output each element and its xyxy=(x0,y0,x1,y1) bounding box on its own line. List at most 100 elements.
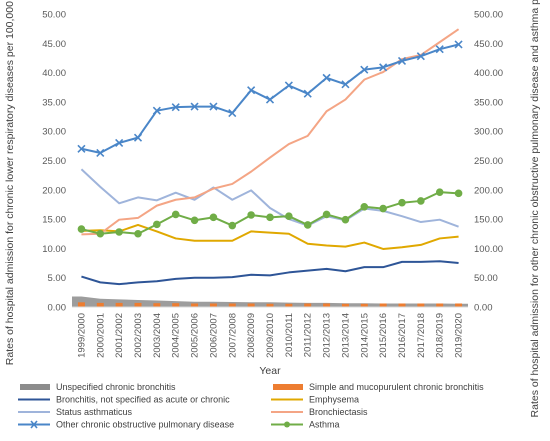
x-tick-label: 2004/2005 xyxy=(171,313,182,358)
left-tick-label: 30.00 xyxy=(42,127,66,138)
point-asthma xyxy=(398,198,406,207)
right-tick-label: 150.00 xyxy=(474,215,503,226)
point-other-chronic-obstructive-pulmonary-disease xyxy=(265,95,275,104)
legend-label: Emphysema xyxy=(309,395,359,405)
x-tick-label: 1999/2000 xyxy=(76,313,87,358)
x-tick-label: 2010/2011 xyxy=(284,313,295,357)
right-tick-label: 350.00 xyxy=(474,97,503,108)
right-tick-label: 500.00 xyxy=(474,10,503,21)
x-tick-label: 2011/2012 xyxy=(303,313,314,357)
point-asthma xyxy=(153,220,161,229)
point-other-chronic-obstructive-pulmonary-disease xyxy=(435,45,444,54)
x-tick-label: 2012/2013 xyxy=(322,313,333,358)
legend-item-unspecified-chronic-bronchitis: Unspecified chronic bronchitis xyxy=(20,382,176,392)
left-tick-label: 50.00 xyxy=(42,10,66,21)
bar-simple-mucopurulent xyxy=(115,302,123,307)
right-tick-label: 450.00 xyxy=(474,39,503,50)
point-asthma xyxy=(209,213,218,222)
right-tick-label: 300.00 xyxy=(474,127,503,138)
point-other-chronic-obstructive-pulmonary-disease xyxy=(303,89,312,98)
line-bronchitis-not-specified-as-acute-or-chronic xyxy=(81,260,459,286)
left-tick-label: 15.00 xyxy=(42,215,66,226)
x-tick-label: 2015/2016 xyxy=(378,313,389,358)
point-other-chronic-obstructive-pulmonary-disease xyxy=(416,52,425,61)
bar-simple-mucopurulent xyxy=(172,303,180,307)
left-tick-label: 10.00 xyxy=(42,244,66,255)
point-other-chronic-obstructive-pulmonary-disease xyxy=(247,86,256,95)
right-tick-label: 200.00 xyxy=(474,185,503,196)
legend-label: Unspecified chronic bronchitis xyxy=(56,382,176,392)
bar-simple-mucopurulent xyxy=(436,303,444,307)
x-tick-label: 2000/2001 xyxy=(95,313,106,358)
point-asthma xyxy=(77,225,86,233)
line-emphysema xyxy=(81,223,459,250)
bar-simple-mucopurulent xyxy=(341,303,349,307)
point-asthma xyxy=(115,228,123,236)
line-status-asthmaticus xyxy=(80,168,459,228)
point-other-chronic-obstructive-pulmonary-disease xyxy=(397,56,407,65)
point-other-chronic-obstructive-pulmonary-disease xyxy=(190,102,199,111)
left-tick-label: 45.00 xyxy=(42,39,66,50)
bar-simple-mucopurulent xyxy=(153,303,161,307)
point-other-chronic-obstructive-pulmonary-disease xyxy=(379,63,388,72)
x-tick-label: 2014/2015 xyxy=(359,313,370,358)
left-tick-label: 40.00 xyxy=(42,68,66,79)
point-other-chronic-obstructive-pulmonary-disease xyxy=(454,40,463,49)
point-asthma xyxy=(417,197,425,205)
x-axis-title: Year xyxy=(259,365,281,377)
point-other-chronic-obstructive-pulmonary-disease xyxy=(171,103,180,112)
bar-simple-mucopurulent xyxy=(228,303,236,307)
right-tick-label: 50.00 xyxy=(474,273,498,284)
bar-simple-mucopurulent xyxy=(304,303,312,307)
x-tick-label: 2016/2017 xyxy=(397,313,408,358)
point-asthma xyxy=(435,188,444,196)
left-tick-label: 5.00 xyxy=(48,273,67,284)
point-other-chronic-obstructive-pulmonary-disease xyxy=(284,81,293,90)
left-axis: 0.00 5.00 10.00 15.00 20.00 25.00 30.00 35.00 40… xyxy=(42,10,66,314)
legend-item-bronchiectasis: Bronchiectasis xyxy=(271,407,368,417)
bar-simple-mucopurulent xyxy=(77,302,85,307)
left-tick-label: 0.00 xyxy=(48,303,67,314)
bar-simple-mucopurulent xyxy=(266,303,274,307)
legend-item-simple-and-mucopurulent-chronic-bronchitis: Simple and mucopurulent chronic bronchit… xyxy=(273,382,484,392)
point-other-chronic-obstructive-pulmonary-disease xyxy=(77,144,86,153)
area-unspecified-chronic-bronchitis xyxy=(72,296,468,307)
point-asthma xyxy=(341,215,350,224)
x-tick-label: 2009/2010 xyxy=(265,313,276,358)
x-tick-label: 2019/2020 xyxy=(454,313,465,358)
point-asthma xyxy=(96,229,105,238)
x-tick-label: 2017/2018 xyxy=(416,313,427,358)
x-tick-label: 2005/2006 xyxy=(190,313,201,358)
bar-simple-mucopurulent xyxy=(247,303,255,307)
point-other-chronic-obstructive-pulmonary-disease xyxy=(133,133,143,142)
point-asthma xyxy=(285,212,293,220)
point-other-chronic-obstructive-pulmonary-disease xyxy=(322,73,331,82)
point-asthma xyxy=(228,221,237,230)
right-axis-title: Rates of hospital admission for other ch… xyxy=(529,0,541,417)
point-other-chronic-obstructive-pulmonary-disease xyxy=(152,106,161,115)
left-tick-label: 35.00 xyxy=(42,97,66,108)
legend-item-bronchitis-not-specified-as-acute-or-chronic: Bronchitis, not specified as acute or ch… xyxy=(18,395,230,405)
bar-simple-mucopurulent xyxy=(285,303,293,307)
legend-label: Asthma xyxy=(309,420,340,430)
legend-label: Bronchitis, not specified as acute or ch… xyxy=(56,395,230,405)
bar-simple-mucopurulent xyxy=(455,303,463,307)
legend-item-emphysema: Emphysema xyxy=(271,395,359,405)
bar-simple-mucopurulent xyxy=(360,303,368,307)
x-tick-label: 2001/2002 xyxy=(114,313,125,358)
point-asthma xyxy=(379,204,387,213)
x-tick-label: 2003/2004 xyxy=(152,313,163,358)
bar-simple-mucopurulent xyxy=(134,302,142,307)
x-tick-label: 2007/2008 xyxy=(227,313,238,358)
point-asthma xyxy=(303,221,312,229)
bar-simple-mucopurulent xyxy=(209,303,217,307)
bar-simple-mucopurulent xyxy=(417,303,425,307)
right-tick-label: 400.00 xyxy=(474,68,503,79)
point-other-chronic-obstructive-pulmonary-disease xyxy=(341,80,350,89)
point-other-chronic-obstructive-pulmonary-disease xyxy=(96,148,105,157)
point-asthma xyxy=(171,210,180,219)
right-tick-label: 100.00 xyxy=(474,244,503,255)
plot-area xyxy=(72,28,468,307)
x-axis: 1999/2000 2000/2001 2001/2002 2002/2003 2003… xyxy=(72,306,468,358)
bar-simple-mucopurulent xyxy=(191,303,199,307)
